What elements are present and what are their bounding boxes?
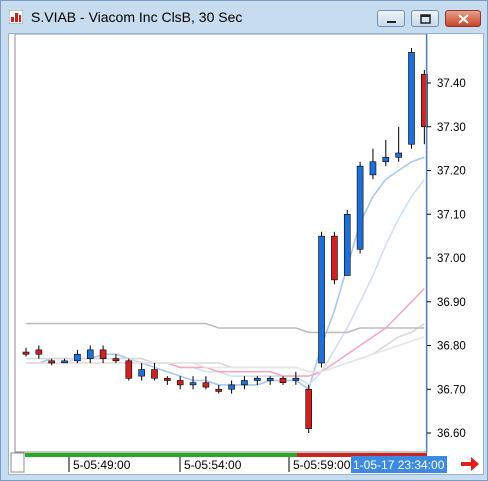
candle-body[interactable] <box>138 369 145 377</box>
candle-body[interactable] <box>266 378 274 381</box>
candle-body[interactable] <box>343 213 351 276</box>
range-bar <box>25 453 427 457</box>
candle-body[interactable] <box>408 52 415 145</box>
candle-body[interactable] <box>22 351 30 355</box>
candle-body[interactable] <box>382 157 390 163</box>
candle-body[interactable] <box>189 382 197 386</box>
candle-body[interactable] <box>254 378 261 381</box>
chart-area: 37.40 37.30 37.20 37.10 37.00 36.90 36.80 36.70… <box>8 33 484 475</box>
candle-body[interactable] <box>421 73 428 128</box>
moving-average-line <box>26 322 425 334</box>
close-icon <box>458 14 469 24</box>
maximize-icon <box>420 14 431 24</box>
time-tick-label: 5-05:49:00 <box>73 458 131 472</box>
minimize-button[interactable] <box>377 10 405 27</box>
price-tick-label: 36.90 <box>437 297 466 309</box>
candle-body[interactable] <box>318 235 325 364</box>
candle-body[interactable] <box>369 161 377 176</box>
moving-average-line <box>26 336 425 373</box>
time-tick-label: 5-05:59:00 <box>293 458 351 472</box>
minimize-icon <box>387 21 396 23</box>
candle-body[interactable] <box>164 378 171 381</box>
candle-body[interactable] <box>86 349 94 359</box>
chart-app-icon <box>9 10 23 24</box>
candle-body[interactable] <box>292 378 300 381</box>
price-tick-label: 37.30 <box>437 122 466 134</box>
close-button[interactable] <box>445 10 481 27</box>
candle-body[interactable] <box>35 349 43 355</box>
candle-body[interactable] <box>241 380 248 386</box>
candle-body[interactable] <box>74 353 81 362</box>
candle-body[interactable] <box>331 235 338 281</box>
range-bar-red <box>297 453 427 457</box>
price-tick-label: 36.80 <box>437 341 466 353</box>
cursor-time-label: 1-05-17 23:34:00 <box>353 458 445 472</box>
candle-body[interactable] <box>125 360 133 379</box>
time-tick-label: 5-05:54:00 <box>184 458 242 472</box>
price-tick-label: 37.20 <box>437 166 466 178</box>
candle-body[interactable] <box>61 360 68 364</box>
candle-body[interactable] <box>176 380 184 386</box>
price-tick-label: 36.70 <box>437 384 466 396</box>
candle-body[interactable] <box>112 358 120 362</box>
candle-body[interactable] <box>356 165 364 250</box>
candle-body[interactable] <box>202 382 210 388</box>
scroll-handle[interactable] <box>10 452 25 473</box>
candle-body[interactable] <box>151 369 158 379</box>
candle-body[interactable] <box>228 384 235 390</box>
price-tick-label: 36.60 <box>437 428 466 440</box>
candle-body[interactable] <box>48 360 56 364</box>
candle-body[interactable] <box>99 349 107 359</box>
candle-body[interactable] <box>215 388 223 392</box>
candle-body[interactable] <box>305 388 313 429</box>
price-tick-label: 37.10 <box>437 209 466 221</box>
price-tick-label: 37.40 <box>437 78 466 90</box>
cursor-time-label-bg <box>351 456 447 473</box>
title-bar[interactable]: S.VIAB - Viacom Inc ClsB, 30 Sec <box>1 1 487 33</box>
arrow-right-icon[interactable] <box>461 457 479 471</box>
window-title: S.VIAB - Viacom Inc ClsB, 30 Sec <box>31 9 243 25</box>
price-chart[interactable]: 37.40 37.30 37.20 37.10 37.00 36.90 36.80 36.70… <box>9 34 483 474</box>
price-tick-label: 37.00 <box>437 253 466 265</box>
candle-body[interactable] <box>395 152 402 158</box>
maximize-button[interactable] <box>411 10 439 27</box>
candle-body[interactable] <box>279 378 287 383</box>
